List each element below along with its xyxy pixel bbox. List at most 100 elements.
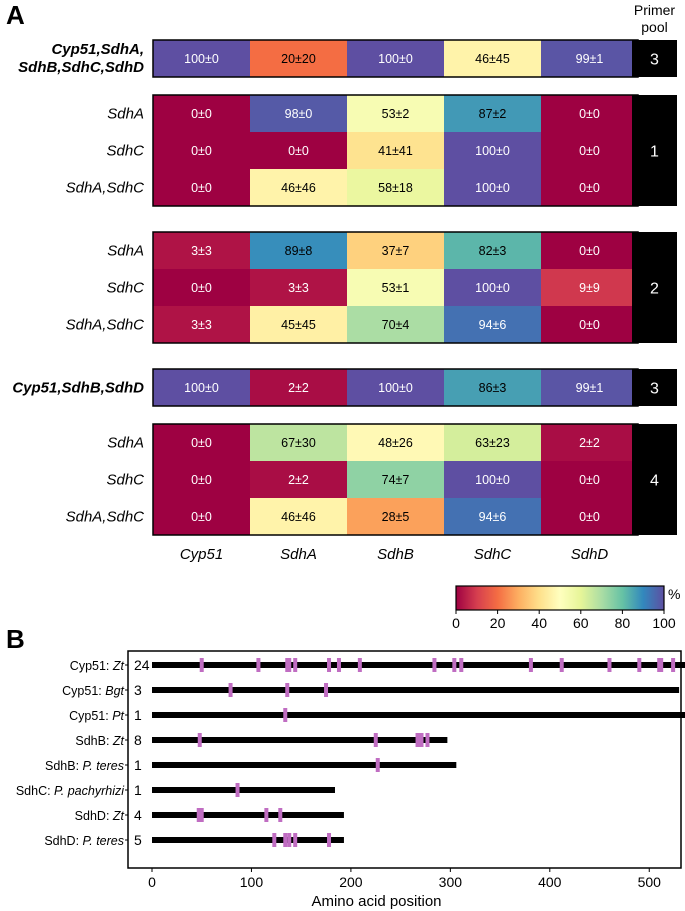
cell-value-label: 37±7 (382, 244, 410, 258)
heatmap-cell (250, 269, 347, 306)
heatmap-cell (444, 461, 541, 498)
mutation-marker (278, 808, 283, 822)
cell-value-label: 0±0 (191, 144, 212, 158)
column-label: Cyp51 (180, 546, 223, 563)
heatmap-cell (347, 306, 444, 343)
row-label: SdhA (107, 435, 144, 452)
mutation-count: 5 (134, 832, 142, 848)
heatmap-cell (347, 232, 444, 269)
x-axis-title: Amino acid position (311, 893, 441, 910)
colorbar-tick-label: 0 (452, 615, 460, 631)
heatmap-cell (444, 306, 541, 343)
cell-value-label: 100±0 (378, 381, 413, 395)
colorbar-tick-label: 40 (531, 615, 547, 631)
cell-value-label: 99±1 (576, 52, 604, 66)
primer-pool-label: 3 (650, 52, 659, 69)
cell-value-label: 98±0 (285, 107, 313, 121)
heatmap-cell (153, 369, 250, 406)
heatmap-cell (153, 269, 250, 306)
protein-bar (152, 812, 344, 818)
protein-label: Cyp51: Pt (69, 709, 124, 723)
protein-map-frame (127, 650, 682, 869)
column-label: SdhB (377, 546, 414, 563)
heatmap-cell (347, 269, 444, 306)
mutation-marker (357, 658, 362, 672)
protein-bar (152, 712, 685, 718)
heatmap-cell (444, 95, 541, 132)
primer-pool-box (632, 424, 677, 535)
cell-value-label: 0±0 (191, 510, 212, 524)
cell-value-label: 100±0 (378, 52, 413, 66)
heatmap-cell (250, 369, 347, 406)
protein-bar (152, 837, 344, 843)
mutation-marker (235, 783, 240, 797)
cell-value-label: 0±0 (579, 144, 600, 158)
row-label: SdhC (106, 472, 144, 489)
column-label: SdhC (474, 546, 512, 563)
heatmap-cell (250, 461, 347, 498)
mutation-marker (432, 658, 437, 672)
mutation-marker (283, 708, 288, 722)
heatmap-cell (153, 498, 250, 535)
cell-value-label: 53±2 (382, 107, 410, 121)
heatmap-cell (250, 132, 347, 169)
x-tick-label: 500 (638, 874, 662, 890)
protein-label: SdhC: P. pachyrhizi (16, 784, 125, 798)
primer-pool-box (632, 369, 677, 406)
mutation-marker (199, 808, 204, 822)
mutation-marker (283, 833, 288, 847)
mutation-marker (293, 658, 298, 672)
heatmap-cell (250, 169, 347, 206)
cell-value-label: 0±0 (579, 510, 600, 524)
mutation-marker (375, 758, 380, 772)
cell-value-label: 70±4 (382, 318, 410, 332)
colorbar: 0 20 40 60 80 100% (452, 585, 680, 631)
cell-value-label: 86±3 (479, 381, 507, 395)
mutation-marker (452, 658, 457, 672)
cell-value-label: 0±0 (579, 244, 600, 258)
heatmap-cell (444, 40, 541, 77)
cell-value-label: 20±20 (281, 52, 316, 66)
heatmap-cell (153, 132, 250, 169)
mutation-marker (637, 658, 642, 672)
mutation-count: 3 (134, 682, 142, 698)
primer-pool-box (632, 95, 677, 206)
protein-label: Cyp51: Bgt (62, 684, 124, 698)
cell-value-label: 58±18 (378, 181, 413, 195)
colorbar-tick-label: 20 (490, 615, 506, 631)
heatmap-cell (347, 95, 444, 132)
heatmap-cell (541, 461, 638, 498)
row-label: SdhC (106, 280, 144, 297)
cell-value-label: 3±3 (191, 318, 212, 332)
mutation-marker (528, 658, 533, 672)
mutation-marker (285, 683, 290, 697)
heatmap-cell (347, 424, 444, 461)
cell-value-label: 0±0 (191, 473, 212, 487)
mutation-marker (419, 733, 424, 747)
heatmap-cell (347, 132, 444, 169)
heatmap-cell (153, 95, 250, 132)
mutation-count: 1 (134, 782, 142, 798)
column-label: SdhA (280, 546, 317, 563)
row-label: SdhA,SdhC (66, 509, 145, 526)
cell-value-label: 28±5 (382, 510, 410, 524)
cell-value-label: 0±0 (579, 181, 600, 195)
x-tick-label: 300 (439, 874, 463, 890)
heatmap-cell (541, 95, 638, 132)
heatmap-cell (347, 40, 444, 77)
colorbar-tick-label: 80 (615, 615, 631, 631)
row-label: SdhA,SdhC (66, 317, 145, 334)
colorbar-gradient (455, 585, 665, 611)
cell-value-label: 0±0 (191, 436, 212, 450)
heatmap-cell (444, 132, 541, 169)
protein-label: SdhB: Zt (75, 734, 124, 748)
mutation-count: 1 (134, 757, 142, 773)
cell-value-label: 100±0 (184, 52, 219, 66)
heatmap-cell (250, 232, 347, 269)
column-label: SdhD (571, 546, 609, 563)
heatmap-cell (153, 461, 250, 498)
panel-b-label: B (6, 624, 25, 654)
heatmap-cell (153, 169, 250, 206)
protein-bar (152, 762, 457, 768)
